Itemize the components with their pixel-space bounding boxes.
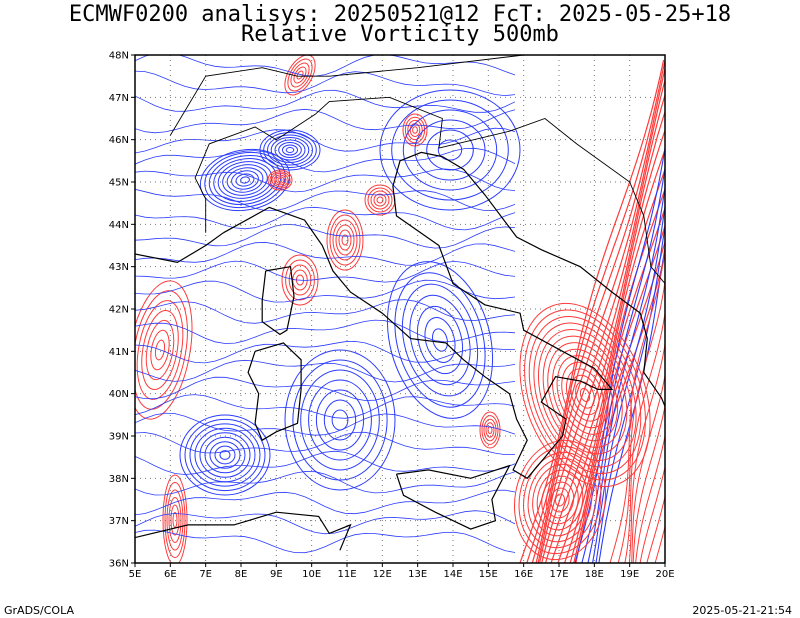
cell-southwest-positive xyxy=(162,474,188,563)
lon-label: 9E xyxy=(270,569,283,580)
lat-label: 46N xyxy=(109,135,129,146)
lat-label: 36N xyxy=(109,559,129,570)
balkan-coast xyxy=(442,156,665,407)
cell-swiss-positive xyxy=(284,55,316,96)
contour-field xyxy=(135,55,665,563)
italy-peninsula-coast xyxy=(223,151,614,480)
cell-alps-negative-2 xyxy=(259,129,321,171)
lon-label: 5E xyxy=(129,569,142,580)
lon-label: 18E xyxy=(585,569,604,580)
africa-coast xyxy=(135,511,352,551)
lat-label: 43N xyxy=(109,262,129,273)
footer-credit: GrADS/COLA xyxy=(4,604,74,617)
lon-label: 10E xyxy=(302,569,321,580)
coastlines xyxy=(135,55,665,551)
lon-label: 6E xyxy=(164,569,177,580)
title-line-2: Relative Vorticity 500mb xyxy=(241,22,559,47)
lon-label: 19E xyxy=(620,569,639,580)
sardinia-coast xyxy=(247,342,302,442)
lon-label: 12E xyxy=(373,569,392,580)
cell-north-italy-positive xyxy=(364,184,396,216)
lon-label: 11E xyxy=(337,569,356,580)
cell-alps-east-negative xyxy=(379,89,521,211)
lat-label: 40N xyxy=(109,389,129,400)
east-jet-positive xyxy=(519,59,665,563)
lat-label: 45N xyxy=(109,178,129,189)
lat-lon-grid xyxy=(135,55,665,563)
longitude-labels: 5E 6E 7E 8E 9E 10E 11E 12E 13E 14E 15E 16E 17E 18E 19E… xyxy=(129,563,675,580)
title-line-1: ECMWF0200 analisys: 20250521@12 FcT: 202… xyxy=(68,2,732,27)
background-contours xyxy=(135,55,516,554)
cell-tyrrhenian-positive xyxy=(326,209,364,271)
lat-label: 37N xyxy=(109,516,129,527)
lon-label: 7E xyxy=(199,569,212,580)
sicily-coast xyxy=(395,464,511,530)
lat-label: 39N xyxy=(109,432,129,443)
lon-label: 16E xyxy=(514,569,533,580)
lon-label: 8E xyxy=(235,569,248,580)
cell-po-positive xyxy=(267,169,293,191)
latitude-labels: 36N 37N 38N 39N 40N 41N 42N 43N 44N 45N 46N 47N 48N xyxy=(109,51,135,570)
lat-label: 41N xyxy=(109,347,129,358)
cell-ionian-small xyxy=(479,411,501,449)
corsica-coast xyxy=(261,266,295,336)
cell-calabria-positive xyxy=(513,439,607,561)
lon-label: 17E xyxy=(549,569,568,580)
lat-label: 42N xyxy=(109,305,129,316)
lat-label: 44N xyxy=(109,220,129,231)
lon-label: 15E xyxy=(479,569,498,580)
border-alps xyxy=(194,96,443,233)
lat-label: 38N xyxy=(109,474,129,485)
lon-label: 14E xyxy=(443,569,462,580)
lat-label: 48N xyxy=(109,51,129,62)
lon-label: 20E xyxy=(655,569,674,580)
footer-timestamp: 2025-05-21-21:54 xyxy=(692,604,792,617)
france-coast xyxy=(135,232,224,264)
border-swiss-austria xyxy=(169,55,524,136)
cell-west-positive xyxy=(135,280,193,420)
lon-label: 13E xyxy=(408,569,427,580)
lat-label: 47N xyxy=(109,93,129,104)
border-balkans xyxy=(438,117,665,284)
